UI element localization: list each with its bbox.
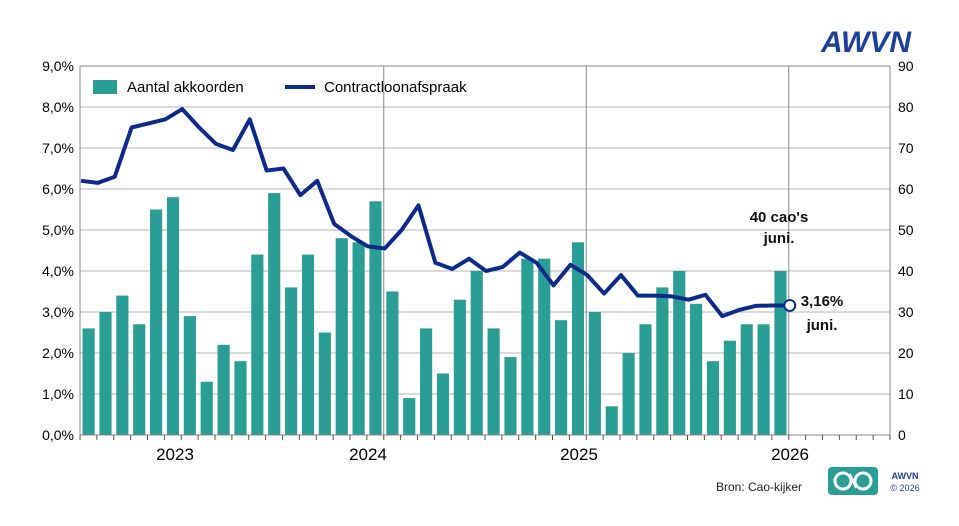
left-tick-label: 3,0% — [42, 304, 74, 320]
bar — [116, 295, 129, 435]
bar — [150, 209, 163, 435]
left-tick-label: 8,0% — [42, 99, 74, 115]
bar — [706, 361, 720, 435]
right-tick-label: 0 — [898, 427, 906, 443]
bar — [217, 344, 230, 435]
bar — [285, 287, 298, 435]
year-label: 2025 — [560, 445, 598, 464]
bar — [605, 406, 618, 435]
bar — [656, 287, 669, 435]
bar — [268, 193, 281, 435]
bar — [723, 340, 736, 435]
legend-swatch-bars — [93, 80, 117, 94]
bar — [639, 324, 652, 435]
bars-annotation-line2: juni. — [763, 230, 795, 247]
bar — [234, 361, 247, 435]
right-tick-label: 40 — [898, 263, 914, 279]
bar — [588, 312, 601, 435]
left-tick-label: 2,0% — [42, 345, 74, 361]
bar — [99, 312, 112, 435]
bar — [318, 332, 331, 435]
bar — [301, 254, 315, 435]
year-separators — [383, 66, 790, 435]
right-tick-label: 10 — [898, 386, 914, 402]
line-annotation-line1: 3,16% — [801, 293, 844, 310]
source-note: Bron: Cao-kijker — [716, 480, 802, 494]
right-tick-label: 70 — [898, 140, 914, 156]
bar — [538, 258, 551, 435]
bar — [386, 291, 399, 435]
footer-brand: AWVN — [892, 471, 919, 481]
year-label: 2026 — [771, 445, 809, 464]
bar — [571, 242, 585, 435]
bar — [673, 271, 686, 435]
bar — [504, 357, 517, 435]
bar — [251, 254, 264, 435]
bar — [200, 381, 213, 435]
footer-copyright: © 2026 — [890, 483, 919, 493]
bar — [470, 271, 483, 435]
legend-label-line: Contractloonafspraak — [324, 79, 467, 96]
bar — [335, 238, 348, 435]
bar — [183, 316, 196, 435]
bar — [740, 324, 753, 435]
left-tick-label: 6,0% — [42, 181, 74, 197]
bar-series-aantal-akkoorden — [82, 193, 787, 435]
bar — [369, 201, 382, 435]
bar — [166, 197, 180, 435]
bars-annotation-line1: 40 cao's — [750, 209, 809, 226]
left-tick-label: 4,0% — [42, 263, 74, 279]
left-tick-label: 1,0% — [42, 386, 74, 402]
right-tick-label: 30 — [898, 304, 914, 320]
line-annotation-line2: juni. — [806, 317, 838, 334]
left-tick-label: 0,0% — [42, 427, 74, 443]
right-tick-label: 20 — [898, 345, 914, 361]
bar — [555, 320, 568, 435]
line-series-contractloonafspraak — [80, 107, 797, 319]
bar — [521, 258, 534, 435]
left-tick-label: 7,0% — [42, 140, 74, 156]
year-label: 2024 — [349, 445, 387, 464]
line-path — [80, 107, 790, 319]
line-endpoint-marker — [783, 298, 797, 312]
bar — [403, 398, 416, 435]
right-tick-label: 80 — [898, 99, 914, 115]
legend-label-bars: Aantal akkoorden — [127, 79, 244, 96]
footer-logo-icon — [828, 467, 878, 495]
bar — [133, 324, 146, 435]
bar — [757, 324, 770, 435]
right-tick-label: 60 — [898, 181, 914, 197]
year-label: 2023 — [156, 445, 194, 464]
bar — [774, 271, 787, 435]
plot-area — [80, 66, 890, 435]
left-tick-label: 5,0% — [42, 222, 74, 238]
bar — [622, 353, 635, 435]
right-tick-label: 50 — [898, 222, 914, 238]
legend: Aantal akkoorden Contractloonafspraak — [93, 79, 467, 96]
left-tick-label: 9,0% — [42, 58, 74, 74]
bar — [453, 299, 466, 435]
bar — [352, 242, 365, 435]
bar — [487, 328, 500, 435]
bar — [690, 303, 703, 435]
bar — [420, 328, 433, 435]
bar — [436, 373, 450, 435]
bar — [82, 328, 95, 435]
left-axis: 0,0% 1,0% 2,0% 3,0% 4,0% 5,0% 6,0% 7,0% 8,0% 9,0% — [42, 58, 74, 443]
x-axis: 2023 2024 2025 2026 — [79, 435, 891, 464]
awvn-logo: AWVN — [820, 26, 912, 59]
right-tick-label: 90 — [898, 58, 914, 74]
right-axis: 0 10 20 30 40 50 60 70 80 90 — [898, 58, 914, 443]
